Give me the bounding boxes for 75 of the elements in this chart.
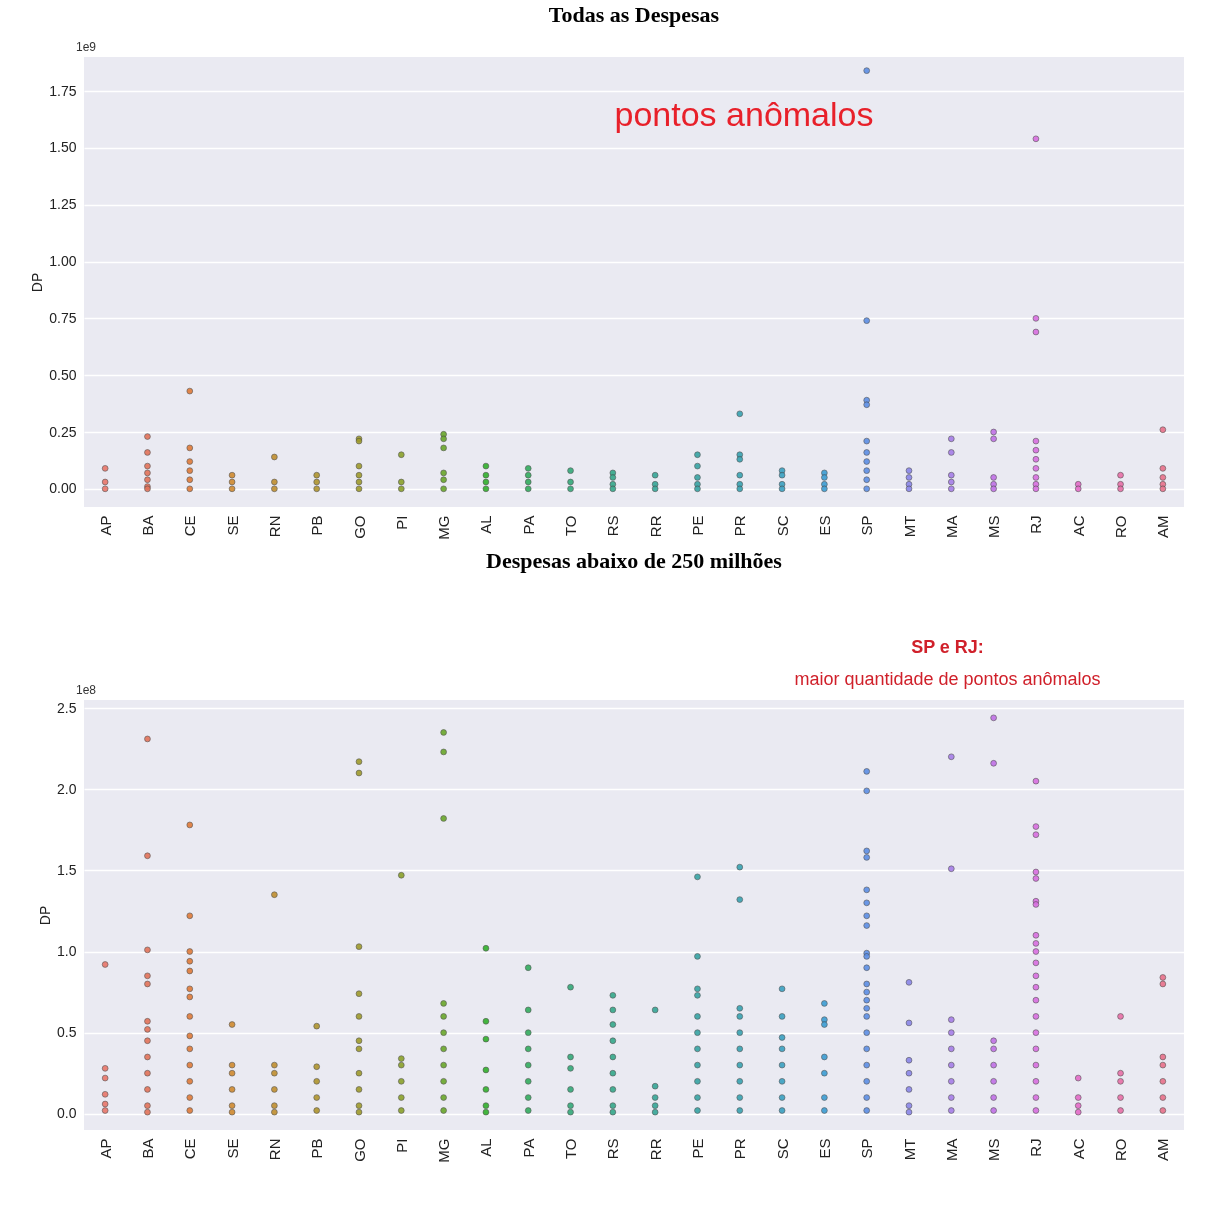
x-tick-label: MG bbox=[435, 1138, 453, 1163]
y-tick-label: 0.5 bbox=[57, 1024, 77, 1041]
x-tick-label: PA bbox=[519, 515, 537, 535]
y-tick-label: 2.5 bbox=[57, 699, 77, 716]
x-tick-label: PE bbox=[688, 1138, 706, 1159]
y-tick-label: 0.50 bbox=[49, 366, 77, 383]
x-tick-label: PB bbox=[308, 515, 326, 536]
x-tick-label: MT bbox=[900, 1138, 918, 1161]
x-tick-label: PI bbox=[392, 1138, 410, 1153]
x-tick-label: MT bbox=[900, 515, 918, 538]
y-tick-label: 1.25 bbox=[49, 196, 77, 213]
x-tick-label: TO bbox=[562, 515, 580, 537]
text: 1e8 bbox=[76, 683, 97, 697]
x-tick-label: GO bbox=[350, 1138, 368, 1162]
x-tick-label: AL bbox=[477, 515, 495, 534]
x-tick-label: RN bbox=[265, 1138, 283, 1161]
y-tick-label: 1.00 bbox=[49, 253, 77, 270]
x-tick-label: SP bbox=[858, 1138, 876, 1159]
text: SP e RJ: bbox=[911, 637, 984, 657]
x-tick-label: RO bbox=[1112, 1138, 1130, 1161]
x-tick-label: PR bbox=[731, 515, 749, 537]
x-tick-label: MS bbox=[985, 515, 1003, 538]
x-tick-label: PE bbox=[688, 515, 706, 536]
x-tick-label: SP bbox=[858, 515, 876, 536]
x-tick-label: RR bbox=[646, 515, 664, 538]
x-tick-label: RS bbox=[604, 515, 622, 537]
x-tick-label: BA bbox=[138, 515, 156, 536]
text: 1e9 bbox=[76, 40, 97, 54]
x-tick-label: CE bbox=[181, 1138, 199, 1160]
x-tick-label: AL bbox=[477, 1138, 495, 1157]
y-tick-label: 0.00 bbox=[49, 480, 77, 497]
x-tick-label: ES bbox=[815, 1138, 833, 1159]
y-tick-label: 1.0 bbox=[57, 943, 77, 960]
x-tick-label: SE bbox=[223, 515, 241, 536]
x-tick-label: AP bbox=[96, 1138, 114, 1159]
x-tick-label: AP bbox=[96, 515, 114, 536]
chart-title: Todas as Despesas bbox=[548, 2, 720, 27]
x-tick-label: AC bbox=[1069, 1138, 1087, 1160]
x-tick-label: ES bbox=[815, 515, 833, 536]
x-tick-label: MG bbox=[435, 515, 453, 540]
y-tick-label: 1.5 bbox=[57, 861, 77, 878]
text: maior quantidade de pontos anômalos bbox=[794, 669, 1101, 689]
x-tick-label: RN bbox=[265, 515, 283, 538]
x-tick-label: PI bbox=[392, 515, 410, 530]
x-tick-label: RJ bbox=[1027, 515, 1045, 534]
x-tick-label: TO bbox=[562, 1138, 580, 1160]
y-tick-label: 0.75 bbox=[49, 309, 77, 326]
x-tick-label: GO bbox=[350, 515, 368, 539]
x-tick-label: RS bbox=[604, 1138, 622, 1160]
y-tick-label: 1.75 bbox=[49, 82, 77, 99]
y-tick-label: 0.25 bbox=[49, 423, 77, 440]
x-tick-label: PA bbox=[519, 1138, 537, 1158]
x-tick-label: RO bbox=[1112, 515, 1130, 538]
x-tick-label: PB bbox=[308, 1138, 326, 1159]
x-tick-label: PR bbox=[731, 1138, 749, 1160]
x-tick-label: AM bbox=[1154, 515, 1172, 538]
x-tick-label: CE bbox=[181, 515, 199, 537]
y-tick-label: 0.0 bbox=[57, 1105, 77, 1122]
x-tick-label: BA bbox=[138, 1138, 156, 1159]
x-tick-label: RJ bbox=[1027, 1138, 1045, 1157]
chart-title: Despesas abaixo de 250 milhões bbox=[486, 548, 783, 573]
x-tick-label: RR bbox=[646, 1138, 664, 1161]
x-tick-label: SC bbox=[773, 1138, 791, 1160]
y-tick-label: 1.50 bbox=[49, 139, 77, 156]
x-tick-label: SC bbox=[773, 515, 791, 537]
x-tick-label: MS bbox=[985, 1138, 1003, 1161]
x-tick-label: SE bbox=[223, 1138, 241, 1159]
x-tick-label: MA bbox=[942, 515, 960, 538]
x-tick-label: AC bbox=[1069, 515, 1087, 537]
y-tick-label: 2.0 bbox=[57, 780, 77, 797]
y-axis-title: DP bbox=[29, 272, 46, 293]
x-tick-label: MA bbox=[942, 1138, 960, 1161]
x-tick-label: AM bbox=[1154, 1138, 1172, 1161]
y-axis-title: DP bbox=[37, 905, 54, 926]
annotation: pontos anômalos bbox=[614, 94, 874, 133]
